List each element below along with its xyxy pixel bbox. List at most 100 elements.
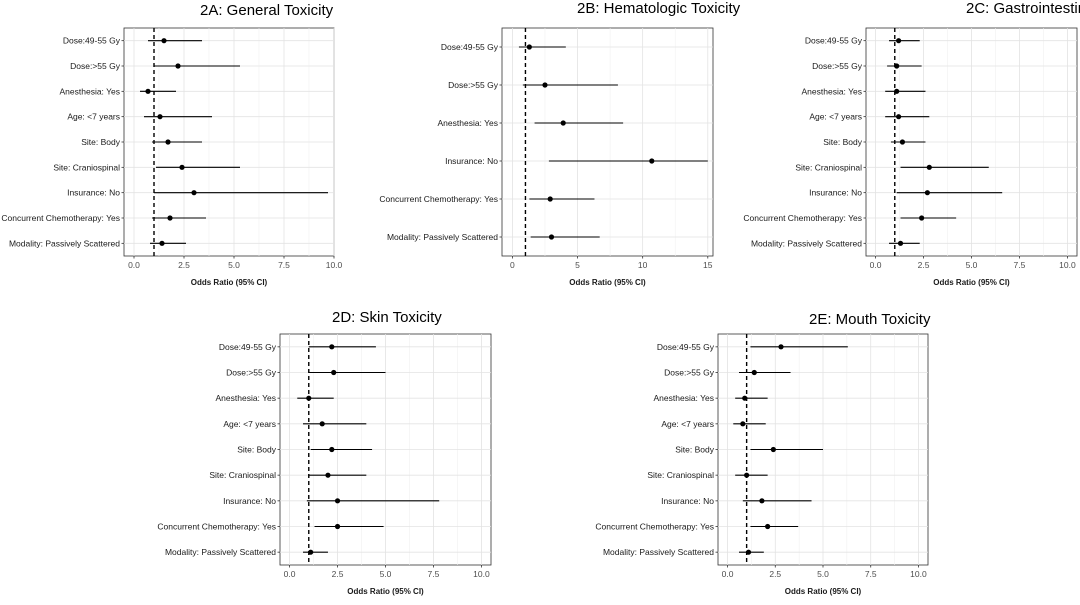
point-estimate-site-craniospinal <box>744 472 750 478</box>
point-estimate-insurance-no <box>924 190 930 196</box>
point-estimate-dose-55-gy <box>894 63 900 69</box>
plot-frame <box>501 27 714 257</box>
panel-2c: 2C: Gastrointestinal Toxicity Dose:49-55 … <box>743 0 1080 287</box>
point-estimate-site-body <box>165 139 171 145</box>
panel-title: 2B: Hematologic Toxicity <box>577 0 741 17</box>
row-label-site-body: Site: Body <box>81 137 120 147</box>
row-label-age-7-years: Age: <7 years <box>67 112 120 122</box>
row-label-modality-passively-scattered: Modality: Passively Scattered <box>603 547 714 557</box>
point-estimate-site-craniospinal <box>179 164 185 170</box>
point-estimate-dose-55-gy <box>175 63 181 69</box>
point-estimate-modality-passively-scattered <box>745 549 752 555</box>
point-estimate-dose-55-gy <box>331 369 337 376</box>
point-estimate-concurrent-chemotherapy-yes <box>919 215 925 221</box>
x-tick-label: 5.0 <box>228 260 240 270</box>
point-estimate-anesthesia-yes <box>742 395 748 401</box>
point-estimate-insurance-no <box>334 498 341 504</box>
row-label-modality-passively-scattered: Modality: Passively Scattered <box>165 547 276 557</box>
panel-title: 2E: Mouth Toxicity <box>809 311 931 328</box>
row-label-dose-49-55-gy: Dose:49-55 Gy <box>63 36 121 46</box>
row-label-anesthesia-yes: Anesthesia: Yes <box>654 393 715 403</box>
row-label-dose-49-55-gy: Dose:49-55 Gy <box>805 36 863 46</box>
panel-2a: 2A: General Toxicity Dose:49-55 Gy Dose:>5… <box>1 2 342 287</box>
x-tick-label: 10.0 <box>326 260 343 270</box>
x-tick-label: 2.5 <box>332 569 344 579</box>
x-tick-label: 7.5 <box>278 260 290 270</box>
x-axis-title: Odds Ratio (95% CI) <box>347 587 424 596</box>
point-estimate-anesthesia-yes <box>560 120 566 126</box>
point-estimate-modality-passively-scattered <box>159 240 165 246</box>
point-estimate-concurrent-chemotherapy-yes <box>547 196 553 202</box>
x-tick-label: 15 <box>703 260 713 270</box>
x-axis-title: Odds Ratio (95% CI) <box>569 278 646 287</box>
x-tick-label: 2.5 <box>918 260 930 270</box>
row-label-insurance-no: Insurance: No <box>445 156 498 166</box>
x-tick-label: 5.0 <box>966 260 978 270</box>
row-label-insurance-no: Insurance: No <box>67 188 120 198</box>
row-label-dose-55-gy: Dose:>55 Gy <box>448 80 499 90</box>
point-estimate-anesthesia-yes <box>306 395 312 401</box>
row-label-site-craniospinal: Site: Craniospinal <box>209 470 276 480</box>
x-tick-label: 7.5 <box>865 569 877 579</box>
x-tick-label: 2.5 <box>178 260 190 270</box>
row-label-site-craniospinal: Site: Craniospinal <box>795 162 862 172</box>
x-tick-label: 10.0 <box>1059 260 1076 270</box>
panel-2b: 2B: Hematologic Toxicity Dose:49-55 Gy Dos… <box>379 0 740 287</box>
point-estimate-site-body <box>329 446 335 453</box>
point-estimate-concurrent-chemotherapy-yes <box>167 215 173 221</box>
point-estimate-anesthesia-yes <box>145 88 151 94</box>
row-label-insurance-no: Insurance: No <box>661 496 714 506</box>
row-label-age-7-years: Age: <7 years <box>661 419 714 429</box>
point-estimate-dose-55-gy <box>542 82 548 88</box>
point-estimate-anesthesia-yes <box>894 88 900 94</box>
row-label-site-body: Site: Body <box>823 137 862 147</box>
point-estimate-site-body <box>899 139 906 145</box>
row-label-anesthesia-yes: Anesthesia: Yes <box>216 393 277 403</box>
row-label-insurance-no: Insurance: No <box>809 188 862 198</box>
x-tick-label: 0.0 <box>284 569 296 579</box>
point-estimate-modality-passively-scattered <box>308 549 314 555</box>
row-label-concurrent-chemotherapy-yes: Concurrent Chemotherapy: Yes <box>379 194 498 204</box>
x-tick-label: 5 <box>575 260 580 270</box>
x-tick-label: 2.5 <box>769 569 781 579</box>
row-label-concurrent-chemotherapy-yes: Concurrent Chemotherapy: Yes <box>743 213 862 223</box>
row-label-age-7-years: Age: <7 years <box>809 112 862 122</box>
row-label-concurrent-chemotherapy-yes: Concurrent Chemotherapy: Yes <box>595 522 714 532</box>
row-label-modality-passively-scattered: Modality: Passively Scattered <box>9 238 120 248</box>
row-label-dose-55-gy: Dose:>55 Gy <box>70 61 121 71</box>
point-estimate-insurance-no <box>759 498 765 504</box>
point-estimate-dose-55-gy <box>751 369 757 376</box>
point-estimate-age-7-years <box>896 114 902 120</box>
x-axis-title: Odds Ratio (95% CI) <box>933 278 1010 287</box>
row-label-insurance-no: Insurance: No <box>223 496 276 506</box>
row-label-concurrent-chemotherapy-yes: Concurrent Chemotherapy: Yes <box>157 522 276 532</box>
panel-title: 2D: Skin Toxicity <box>332 309 442 326</box>
point-estimate-site-craniospinal <box>926 164 932 170</box>
point-estimate-concurrent-chemotherapy-yes <box>334 523 341 530</box>
row-label-dose-55-gy: Dose:>55 Gy <box>664 368 715 378</box>
row-label-site-body: Site: Body <box>675 445 714 455</box>
row-label-site-body: Site: Body <box>237 445 276 455</box>
point-estimate-dose-49-55-gy <box>161 38 167 44</box>
point-estimate-site-craniospinal <box>325 472 331 478</box>
x-tick-label: 0.0 <box>870 260 882 270</box>
x-tick-label: 0.0 <box>128 260 140 270</box>
row-label-site-craniospinal: Site: Craniospinal <box>647 470 714 480</box>
panel-2d: 2D: Skin Toxicity Dose:49-55 Gy Dose:>55 G… <box>157 309 492 596</box>
row-label-dose-55-gy: Dose:>55 Gy <box>812 61 863 71</box>
point-estimate-age-7-years <box>319 421 325 427</box>
point-estimate-modality-passively-scattered <box>548 234 555 240</box>
panel-2e: 2E: Mouth Toxicity Dose:49-55 Gy Dose:>55 … <box>595 311 931 596</box>
row-label-site-craniospinal: Site: Craniospinal <box>53 162 120 172</box>
row-label-dose-49-55-gy: Dose:49-55 Gy <box>219 342 277 352</box>
row-label-anesthesia-yes: Anesthesia: Yes <box>60 86 121 96</box>
x-axis-title: Odds Ratio (95% CI) <box>191 278 268 287</box>
row-label-age-7-years: Age: <7 years <box>223 419 276 429</box>
point-estimate-insurance-no <box>649 158 655 164</box>
row-label-modality-passively-scattered: Modality: Passively Scattered <box>387 232 498 242</box>
x-tick-label: 10.0 <box>910 569 927 579</box>
point-estimate-dose-49-55-gy <box>329 344 335 350</box>
x-tick-label: 10 <box>638 260 648 270</box>
point-estimate-dose-49-55-gy <box>778 344 784 350</box>
